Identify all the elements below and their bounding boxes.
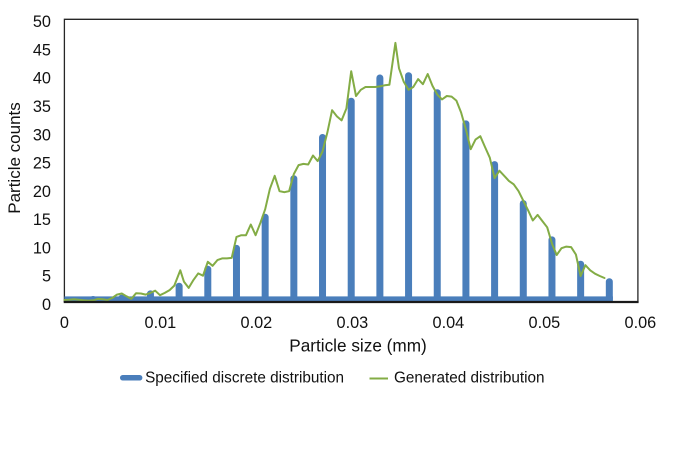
svg-text:0.03: 0.03 (337, 314, 369, 332)
svg-text:30: 30 (33, 126, 51, 144)
svg-text:Particle size (mm): Particle size (mm) (289, 335, 427, 355)
svg-text:20: 20 (33, 183, 51, 201)
svg-text:10: 10 (33, 239, 51, 257)
svg-text:5: 5 (42, 268, 51, 286)
svg-text:Generated distribution: Generated distribution (394, 370, 545, 387)
svg-text:Particle counts: Particle counts (5, 102, 24, 214)
svg-text:Specified discrete distributio: Specified discrete distribution (145, 370, 344, 387)
svg-text:15: 15 (33, 211, 51, 229)
svg-text:0.01: 0.01 (145, 314, 177, 332)
svg-text:0.06: 0.06 (625, 314, 657, 332)
svg-text:0: 0 (60, 314, 69, 332)
svg-text:0: 0 (42, 296, 51, 314)
svg-text:50: 50 (33, 13, 51, 31)
svg-text:25: 25 (33, 155, 51, 173)
svg-text:0.02: 0.02 (241, 314, 273, 332)
svg-text:35: 35 (33, 98, 51, 116)
svg-text:40: 40 (33, 70, 51, 88)
svg-text:0.04: 0.04 (433, 314, 465, 332)
svg-text:0.05: 0.05 (529, 314, 561, 332)
svg-text:45: 45 (33, 41, 51, 59)
